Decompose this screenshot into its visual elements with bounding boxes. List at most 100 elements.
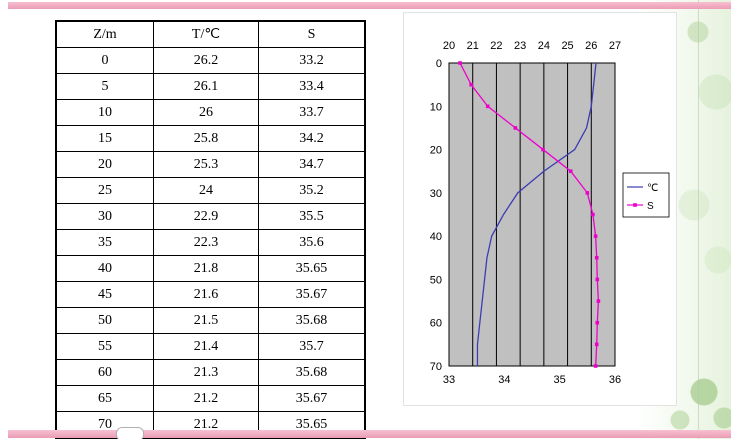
table-cell: 22.3 — [153, 229, 259, 256]
table-cell: 60 — [55, 359, 154, 386]
table-cell: 26.1 — [153, 73, 259, 100]
table-cell: 21.4 — [153, 333, 259, 360]
table-cell: 35.67 — [258, 385, 366, 412]
bottom-axis-tick-label: 33 — [443, 374, 455, 386]
plot-border — [448, 62, 616, 367]
table-cell: 20 — [55, 151, 154, 178]
depth-axis-tick-label: 70 — [430, 361, 442, 373]
depth-axis-tick-label: 0 — [436, 58, 442, 70]
bottom-axis-tick-label: 35 — [554, 374, 566, 386]
series-marker — [594, 342, 599, 347]
table-row: 45 21.6 35.67 — [55, 281, 366, 308]
table-row: 65 21.2 35.67 — [55, 385, 366, 412]
table-row: 50 21.5 35.68 — [55, 307, 366, 334]
legend-entry-label: ℃ — [647, 183, 658, 194]
table-cell: 35.6 — [258, 229, 366, 256]
legend-marker-sample — [633, 203, 637, 207]
table-cell: 35.68 — [258, 359, 366, 386]
legend-entry-label: S — [647, 201, 654, 212]
table-cell: 30 — [55, 203, 154, 230]
table-row: 0 26.2 33.2 — [55, 47, 366, 74]
table-cell: 34.7 — [258, 151, 366, 178]
table-cell: 35 — [55, 229, 154, 256]
top-axis-tick-label: 23 — [514, 40, 526, 52]
table-cell: 35.65 — [258, 255, 366, 282]
table-cell: 25.8 — [153, 125, 259, 152]
table-cell: 5 — [55, 73, 154, 100]
table-row: 15 25.8 34.2 — [55, 125, 366, 152]
series-marker — [594, 255, 599, 260]
depth-axis-tick-label: 10 — [430, 101, 442, 113]
top-axis-tick-label: 24 — [538, 40, 550, 52]
table-cell: 35.2 — [258, 177, 366, 204]
series-marker — [595, 277, 600, 282]
series-marker — [593, 364, 598, 368]
table-cell: 33.7 — [258, 99, 366, 126]
chart-panel: 20 21 22 23 24 25 26 27 0 10 20 30 40 50 60 70 33 34 35 36 ℃… — [403, 12, 677, 406]
table-header-row: Z/m T/℃ S — [55, 20, 366, 48]
depth-axis-tick-label: 40 — [430, 231, 442, 243]
legend-box — [622, 172, 670, 218]
table-cell: 24 — [153, 177, 259, 204]
table-cell: 34.2 — [258, 125, 366, 152]
table-cell: 22.9 — [153, 203, 259, 230]
series-marker — [591, 212, 595, 217]
table-cell: 21.8 — [153, 255, 259, 282]
table-row: 25 24 35.2 — [55, 177, 366, 204]
table-cell: 0 — [55, 47, 154, 74]
top-axis-tick-label: 22 — [490, 40, 502, 52]
depth-axis-tick-label: 20 — [430, 145, 442, 157]
bottom-pink-strip-decoration — [8, 430, 731, 438]
table-cell: 26 — [153, 99, 259, 126]
table-cell: 21.2 — [153, 385, 259, 412]
series-marker — [568, 169, 573, 174]
column-header: T/℃ — [153, 20, 259, 48]
table-cell: 33.2 — [258, 47, 366, 74]
decorative-vertical-line — [698, 0, 699, 439]
depth-axis-tick-label: 60 — [430, 318, 442, 330]
table-cell: 21.5 — [153, 307, 259, 334]
top-pink-strip-decoration — [8, 2, 731, 9]
data-table-container: Z/m T/℃ S 0 26.2 33.2 5 26.1 33.4 10 26 33.7 15 25.8… — [55, 20, 366, 439]
table-cell: 35.68 — [258, 307, 366, 334]
table-cell: 50 — [55, 307, 154, 334]
series-marker — [585, 191, 590, 195]
series-line-℃ — [476, 62, 597, 366]
table-cell: 65 — [55, 385, 154, 412]
series-marker — [513, 126, 518, 130]
table-row: 35 22.3 35.6 — [55, 229, 366, 256]
table-cell: 21.3 — [153, 359, 259, 386]
table-row: 20 25.3 34.7 — [55, 151, 366, 178]
table-cell: 10 — [55, 99, 154, 126]
depth-axis-tick-label: 50 — [430, 274, 442, 286]
table-cell: 21.6 — [153, 281, 259, 308]
table-header: Z/m T/℃ S — [55, 20, 366, 48]
table-cell: 35.7 — [258, 333, 366, 360]
depth-temp-salinity-table: Z/m T/℃ S 0 26.2 33.2 5 26.1 33.4 10 26 33.7 15 25.8… — [55, 20, 366, 439]
table-row: 10 26 33.7 — [55, 99, 366, 126]
table-row: 30 22.9 35.5 — [55, 203, 366, 230]
table-row: 40 21.8 35.65 — [55, 255, 366, 282]
table-row: 55 21.4 35.7 — [55, 333, 366, 360]
series-marker — [458, 61, 462, 65]
plot-area — [449, 63, 615, 366]
bottom-axis-tick-label: 34 — [498, 374, 510, 386]
top-axis-tick-label: 27 — [609, 40, 621, 52]
top-axis-tick-label: 26 — [585, 40, 597, 52]
table-cell: 40 — [55, 255, 154, 282]
table-cell: 45 — [55, 281, 154, 308]
table-row: 5 26.1 33.4 — [55, 73, 366, 100]
table-cell: 26.2 — [153, 47, 259, 74]
table-cell: 35.67 — [258, 281, 366, 308]
bottom-pill-decoration — [116, 427, 144, 439]
table-cell: 25 — [55, 177, 154, 204]
top-axis-tick-label: 20 — [443, 40, 455, 52]
table-cell: 35.5 — [258, 203, 366, 230]
series-marker — [485, 104, 490, 109]
top-axis-tick-label: 25 — [561, 40, 573, 52]
depth-axis-tick-label: 30 — [430, 188, 442, 200]
series-marker — [595, 320, 600, 325]
series-marker — [596, 299, 601, 303]
column-header: S — [258, 20, 366, 48]
